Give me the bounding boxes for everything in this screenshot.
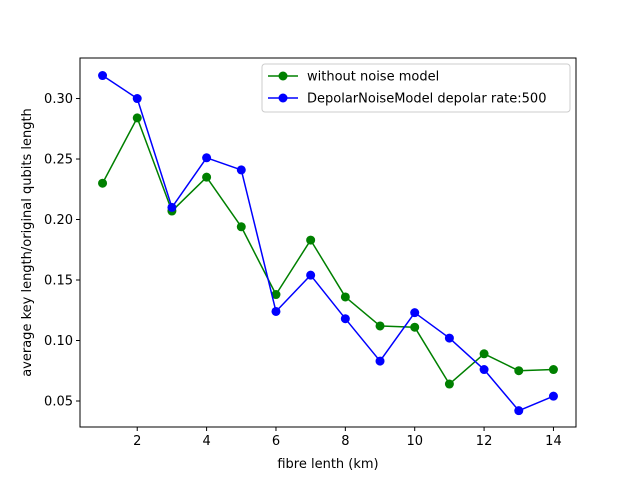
x-tick-label: 2	[133, 434, 141, 449]
data-point-series-1	[306, 270, 316, 280]
data-point-series-0	[271, 290, 281, 300]
data-point-series-1	[236, 165, 246, 175]
legend-label-depolar: DepolarNoiseModel depolar rate:500	[307, 92, 546, 107]
data-point-series-1	[340, 314, 350, 324]
series-line-0	[101, 117, 554, 385]
y-axis-ticks: 0.05 0.10 0.15 0.20 0.25 0.30	[44, 92, 80, 409]
x-tick-label: 6	[272, 434, 280, 449]
x-axis-ticks: 2 4 6 8 10 12 14	[133, 427, 562, 449]
data-point-series-1	[202, 153, 212, 163]
plot-area	[80, 58, 576, 427]
data-point-series-1	[410, 308, 420, 318]
x-tick-label: 10	[406, 434, 423, 449]
data-point-series-1	[444, 333, 454, 343]
plot-frame	[79, 57, 577, 428]
y-tick-label: 0.20	[44, 213, 73, 228]
data-point-series-0	[479, 349, 489, 359]
x-tick-label: 12	[476, 434, 493, 449]
data-point-series-0	[375, 321, 385, 331]
data-point-series-1	[271, 306, 281, 316]
y-tick-label: 0.30	[44, 92, 73, 107]
y-axis-label: average key length/original qubits lengt…	[20, 108, 35, 377]
data-point-series-0	[236, 222, 246, 232]
x-tick-label: 8	[341, 434, 349, 449]
y-tick-label: 0.05	[44, 394, 73, 409]
data-point-series-1	[132, 94, 142, 104]
data-point-series-0	[410, 322, 420, 332]
legend-marker-depolar	[278, 93, 288, 103]
data-point-series-0	[548, 365, 558, 375]
data-point-series-0	[514, 366, 524, 376]
data-point-series-0	[202, 172, 212, 182]
y-tick-label: 0.10	[44, 334, 73, 349]
series-line-1	[102, 74, 554, 412]
data-point-series-0	[340, 292, 350, 302]
data-point-series-1	[514, 406, 524, 416]
data-point-series-1	[548, 391, 558, 401]
data-point-series-1	[167, 202, 177, 212]
y-tick-label: 0.15	[44, 274, 73, 289]
legend-box	[261, 63, 571, 113]
data-point-series-1	[479, 365, 489, 375]
data-point-series-1	[375, 356, 385, 366]
data-point-series-1	[98, 71, 108, 81]
legend-marker-without-noise	[278, 71, 288, 81]
data-point-series-0	[306, 235, 316, 245]
legend-label-without-noise: without noise model	[307, 70, 439, 85]
series-layer	[98, 71, 558, 416]
legend: without noise model DepolarNoiseModel de…	[261, 63, 571, 113]
y-tick-label: 0.25	[44, 153, 73, 168]
x-axis-label: fibre lenth (km)	[277, 457, 378, 472]
x-tick-label: 4	[202, 434, 210, 449]
data-point-series-0	[132, 113, 142, 123]
data-point-series-0	[98, 178, 108, 188]
data-point-series-0	[444, 379, 454, 389]
x-tick-label: 14	[545, 434, 562, 449]
